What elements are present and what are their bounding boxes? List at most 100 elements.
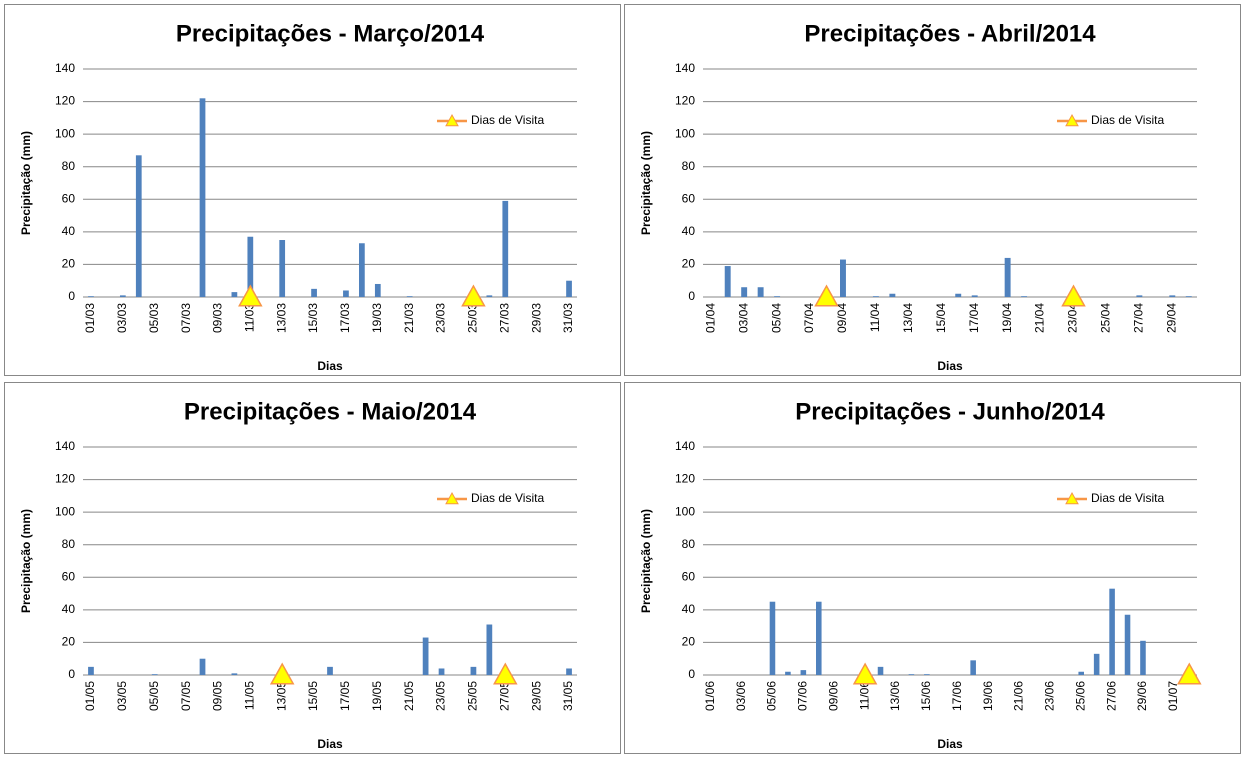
- bar: [566, 668, 572, 675]
- chart-panel: Precipitações - Março/2014 0 20 40 60 80 100 12…: [4, 4, 621, 376]
- bar: [1136, 295, 1143, 297]
- x-tick-label: 23/03: [434, 303, 448, 333]
- y-tick-label: 40: [62, 602, 76, 616]
- y-tick-label: 140: [675, 61, 695, 75]
- bar: [199, 658, 206, 675]
- bar: [359, 243, 365, 297]
- y-tick-label: 80: [62, 159, 76, 173]
- y-axis-title: Precipitação (mm): [639, 131, 653, 235]
- y-tick-label: 40: [62, 224, 76, 238]
- x-tick-label: 11/04: [868, 303, 882, 332]
- bar: [774, 296, 781, 297]
- x-tick-label: 29/05: [529, 681, 543, 711]
- bar: [1109, 588, 1115, 675]
- bar: [231, 673, 238, 675]
- bar: [908, 674, 915, 675]
- x-tick-label: 11/06: [857, 681, 871, 710]
- bar: [247, 236, 254, 297]
- bar: [231, 292, 238, 297]
- chart-title: Precipitações - Junho/2014: [795, 398, 1105, 425]
- x-tick-label: 25/06: [1073, 681, 1087, 711]
- bar: [343, 290, 349, 297]
- y-tick-label: 80: [682, 537, 696, 551]
- x-tick-label: 31/05: [561, 681, 575, 711]
- bar: [438, 668, 445, 675]
- bar: [1169, 295, 1176, 297]
- bar: [566, 280, 572, 297]
- x-tick-label: 21/03: [402, 303, 416, 333]
- y-axis-title: Precipitação (mm): [19, 509, 33, 613]
- x-tick-label: 01/04: [703, 303, 717, 333]
- bar: [1185, 296, 1192, 297]
- y-tick-label: 60: [682, 191, 696, 205]
- y-tick-label: 20: [62, 257, 76, 271]
- legend-marker: [1065, 491, 1079, 505]
- x-tick-label: 03/05: [115, 681, 129, 711]
- visit-marker: [269, 662, 295, 685]
- bar: [872, 296, 879, 297]
- bar: [785, 671, 791, 675]
- y-tick-label: 0: [68, 289, 75, 303]
- bar: [1140, 640, 1146, 675]
- bar: [970, 660, 976, 675]
- x-axis-title: Dias: [317, 359, 343, 373]
- y-tick-label: 20: [682, 635, 696, 649]
- y-tick-label: 120: [55, 94, 75, 108]
- bar: [1004, 257, 1011, 297]
- legend-label: Dias de Visita: [1091, 113, 1164, 127]
- x-tick-label: 27/06: [1104, 681, 1118, 711]
- x-tick-label: 19/04: [1000, 303, 1014, 333]
- x-tick-label: 09/06: [826, 681, 840, 711]
- x-tick-label: 29/06: [1135, 681, 1149, 711]
- x-tick-label: 01/03: [83, 303, 97, 333]
- x-tick-label: 01/05: [83, 681, 97, 711]
- bar: [769, 601, 776, 675]
- bar: [757, 287, 764, 297]
- x-tick-label: 25/03: [466, 303, 480, 333]
- y-tick-label: 120: [55, 472, 75, 486]
- x-axis-title: Dias: [317, 737, 343, 751]
- bar: [327, 666, 333, 675]
- bar: [889, 293, 896, 297]
- x-tick-label: 25/05: [466, 681, 480, 711]
- x-tick-label: 11/03: [242, 303, 256, 332]
- legend-marker: [1065, 113, 1079, 127]
- x-tick-label: 19/06: [981, 681, 995, 711]
- x-tick-label: 19/03: [370, 303, 384, 333]
- x-tick-label: 27/04: [1132, 303, 1146, 333]
- x-tick-label: 15/03: [306, 303, 320, 333]
- x-tick-label: 23/06: [1043, 681, 1057, 711]
- x-tick-label: 09/03: [211, 303, 225, 333]
- y-tick-label: 60: [62, 569, 76, 583]
- bar: [422, 637, 429, 675]
- bar: [816, 601, 822, 675]
- visit-marker: [1061, 284, 1086, 307]
- visit-marker: [461, 284, 486, 307]
- x-tick-label: 19/05: [370, 681, 384, 711]
- x-tick-label: 17/05: [338, 681, 352, 711]
- y-tick-label: 60: [682, 569, 696, 583]
- x-axis-title: Dias: [937, 359, 963, 373]
- x-tick-label: 21/04: [1033, 303, 1047, 333]
- y-tick-label: 0: [688, 289, 695, 303]
- bar: [840, 259, 846, 297]
- bar: [1124, 614, 1131, 675]
- x-tick-label: 15/04: [934, 303, 948, 333]
- bar: [486, 295, 493, 297]
- bar: [406, 296, 413, 297]
- bar: [88, 666, 94, 675]
- legend-marker: [445, 491, 459, 505]
- bar: [279, 240, 286, 297]
- bar: [470, 666, 477, 675]
- x-tick-label: 09/04: [835, 303, 849, 333]
- x-tick-label: 27/05: [497, 681, 511, 711]
- y-tick-label: 100: [55, 126, 75, 140]
- x-tick-label: 23/04: [1066, 303, 1080, 333]
- x-tick-label: 21/06: [1012, 681, 1026, 711]
- chart-panel: Precipitações - Maio/2014 0 20 40 60 80 100 120…: [4, 382, 621, 754]
- chart-panel: Precipitações - Abril/2014 0 20 40 60 80 100 12…: [624, 4, 1241, 376]
- bar: [877, 666, 884, 675]
- x-tick-label: 23/05: [434, 681, 448, 711]
- bar: [741, 287, 748, 297]
- visit-marker: [1177, 662, 1202, 685]
